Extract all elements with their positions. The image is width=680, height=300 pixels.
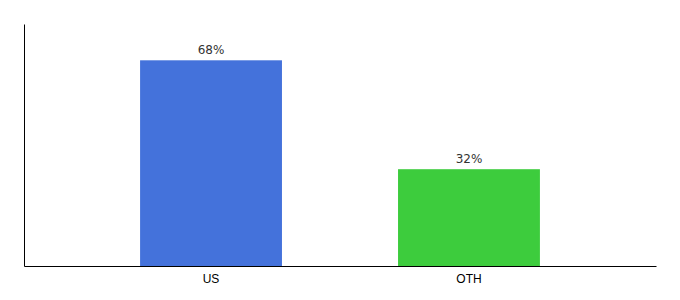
x-tick-label: OTH	[456, 272, 481, 286]
data-labels: 68% 32%	[198, 43, 483, 166]
x-tick: US	[203, 266, 220, 286]
x-tick-label: US	[203, 272, 220, 286]
bars	[140, 60, 540, 266]
y-axis	[24, 25, 25, 267]
y-axis-line	[24, 25, 25, 267]
chart: 68% 32% US OTH	[0, 0, 680, 300]
bar	[140, 60, 282, 266]
x-axis: US OTH	[25, 266, 657, 286]
data-label: 32%	[456, 152, 483, 166]
x-axis-line	[25, 266, 657, 267]
plot-area: 68% 32% US OTH	[25, 25, 657, 287]
data-label: 68%	[198, 43, 225, 57]
x-tick: OTH	[456, 266, 481, 286]
bar	[398, 169, 540, 266]
